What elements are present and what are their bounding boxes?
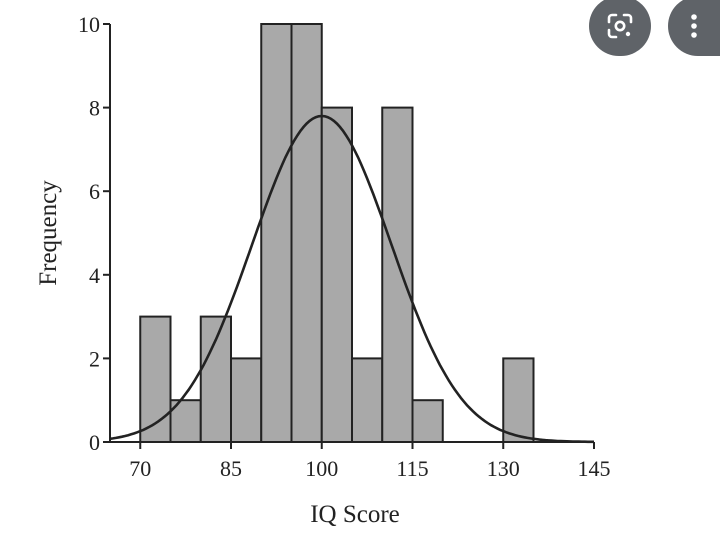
histogram-bar — [502, 357, 535, 443]
more-vert-icon — [691, 14, 697, 38]
y-tick-label: 6 — [89, 179, 100, 204]
histogram-bar — [199, 315, 232, 444]
histogram-bar — [381, 106, 414, 443]
y-tick-label: 0 — [89, 430, 100, 455]
axes-layer: 70 85 100 115 130 145 0 2 4 6 8 10 — [78, 12, 611, 481]
x-axis-title: IQ Score — [310, 501, 400, 528]
y-tick-label: 8 — [89, 96, 100, 121]
normal-curve — [109, 114, 594, 444]
x-tick-label: 100 — [305, 456, 338, 481]
histogram-bar — [260, 23, 293, 443]
histogram-bar — [351, 357, 384, 443]
more-options-button[interactable] — [668, 0, 720, 56]
histogram-bar — [320, 106, 353, 443]
y-tick-label: 4 — [89, 263, 100, 288]
histogram-bar — [230, 357, 263, 443]
y-axis-title: Frequency — [35, 180, 62, 286]
google-lens-icon — [607, 13, 633, 39]
y-tick-label: 10 — [78, 12, 100, 37]
bars-layer — [139, 23, 535, 444]
google-lens-button[interactable] — [589, 0, 651, 56]
histogram-bar — [290, 23, 323, 443]
x-tick-label: 145 — [578, 456, 611, 481]
x-tick-label: 115 — [396, 456, 428, 481]
histogram-bar — [411, 399, 444, 444]
y-tick-label: 2 — [89, 346, 100, 371]
x-tick-label: 70 — [129, 456, 151, 481]
x-tick-label: 130 — [487, 456, 520, 481]
x-tick-label: 85 — [220, 456, 242, 481]
curve-layer — [109, 114, 594, 444]
